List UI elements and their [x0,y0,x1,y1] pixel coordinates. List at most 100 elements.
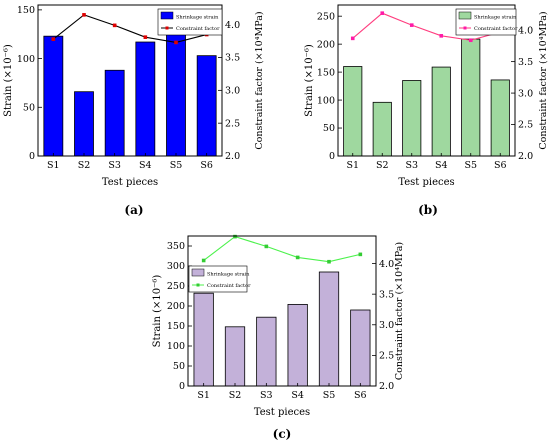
point-a-S3 [112,23,117,28]
ytick-label-c-250: 250 [167,281,185,292]
point-b-S4 [439,34,444,38]
y2tick-label-c-4: 4.0 [379,259,394,270]
ytick-label-a-100: 100 [17,54,35,65]
y2-axis-label-c: Constraint factor (×10⁴MPa) [394,242,405,380]
xtick-label-a-S5: S5 [170,160,183,171]
xtick-label-c-S5: S5 [323,390,336,401]
y2tick-label-c-3.5: 3.5 [379,289,394,300]
ytick-label-c-200: 200 [167,301,185,312]
ytick-label-b-150: 150 [317,67,335,78]
y2-axis-label-a: Constraint factor (×10⁴MPa) [254,11,265,149]
point-a-S5 [174,40,178,45]
xtick-label-c-S3: S3 [260,390,273,401]
xtick-label-b-S5: S5 [464,160,477,171]
legend-marker-b-constraint-factor [463,26,467,30]
point-b-S2 [380,11,385,15]
bar-b-S3 [402,80,422,157]
panel-label-a: (a) [124,203,143,217]
y2tick-label-b-2.5: 2.5 [518,120,533,131]
point-a-S1 [51,37,56,41]
ytick-label-c-300: 300 [167,261,185,272]
y2tick-label-a-2.5: 2.5 [225,118,240,129]
bar-b-S5 [461,38,481,157]
legend-label-c-shrinkage-strain: Shrinkage strain [207,272,250,278]
ytick-label-c-50: 50 [173,361,185,372]
legend-label-b-shrinkage-strain: Shrinkage strain [474,15,517,21]
legend-label-c-constraint-factor: Constraint factor [207,283,251,289]
chart-panel-c: 0 50 100 150 200 250 300 350 2.0 2.5 3.0 3.5 4.0 S1 S2… [152,234,405,441]
legend-label-a-shrinkage-strain: Shrinkage strain [176,15,219,21]
ytick-label-c-350: 350 [167,241,185,252]
x-axis-label-a: Test pieces [102,177,158,188]
xtick-label-b-S1: S1 [346,160,359,171]
series-line-a-constraint-factor [52,14,207,43]
ytick-label-c-150: 150 [167,321,185,332]
point-c-S6 [358,252,363,257]
point-b-S1 [350,36,355,41]
series-line-b-constraint-factor [352,12,501,41]
bar-b-S1 [343,66,363,157]
point-c-S3 [264,244,269,249]
x-axis-label-b: Test pieces [398,177,454,188]
bar-c-S2 [224,326,246,387]
panel-label-c: (c) [273,427,292,441]
chart-panel-a: 0 50 100 150 2.0 2.5 3.0 3.5 4.0 S1 S2 S3 S4 S5 S6 Test… [3,4,265,217]
bar-b-S2 [372,101,392,157]
ytick-label-b-200: 200 [317,39,335,50]
bar-a-S6 [196,55,217,157]
panel-label-b: (b) [418,203,438,217]
bar-c-S6 [350,309,371,387]
legend-marker-a-constraint-factor [165,26,169,30]
xtick-label-c-S6: S6 [354,390,367,401]
ytick-label-b-250: 250 [317,11,335,22]
y-axis-label-c: Strain (×10⁻⁶) [152,275,163,348]
y2tick-label-a-3.5: 3.5 [225,53,240,64]
bar-c-S1 [193,292,214,387]
bar-c-S4 [287,303,308,387]
bar-a-S2 [74,91,94,157]
xtick-label-a-S1: S1 [47,160,60,171]
ytick-label-b-0: 0 [329,151,335,162]
point-c-S2 [233,234,237,239]
y2tick-label-a-3: 3.0 [225,86,240,97]
y2tick-label-c-2: 2.0 [379,381,394,392]
series-line-c-constraint-factor [203,236,361,263]
point-c-S1 [201,258,206,263]
plot-frame-c [187,235,377,387]
y2-axis-label-b: Constraint factor (×10⁴MPa) [538,11,549,149]
xtick-label-a-S2: S2 [78,160,91,171]
ytick-label-c-100: 100 [167,341,185,352]
bar-b-S4 [431,66,451,157]
xtick-label-b-S4: S4 [435,160,448,171]
bar-a-S1 [43,35,64,157]
xtick-label-c-S1: S1 [197,390,210,401]
y2tick-label-c-2.5: 2.5 [379,351,394,362]
y-axis-label-a: Strain (×10⁻⁶) [3,44,14,117]
xtick-label-a-S3: S3 [108,160,121,171]
x-axis-label-c: Test pieces [254,407,310,418]
bar-c-S3 [256,316,277,387]
legend-swatch-b-shrinkage-strain [458,11,472,20]
ytick-label-c-0: 0 [179,381,185,392]
xtick-label-a-S4: S4 [139,160,152,171]
ytick-label-a-50: 50 [23,102,35,113]
point-a-S4 [143,35,148,39]
legend-swatch-c-shrinkage-strain [191,268,205,277]
xtick-label-b-S3: S3 [405,160,418,171]
y2tick-label-b-3: 3.0 [518,88,533,99]
xtick-label-a-S6: S6 [200,160,213,171]
plot-frame-a [37,4,223,157]
y2tick-label-a-2: 2.0 [225,151,240,162]
ytick-label-a-150: 150 [17,5,35,16]
bar-c-S5 [318,271,340,387]
legend-label-a-constraint-factor: Constraint factor [176,26,220,32]
bar-b-S6 [490,79,510,157]
point-b-S5 [468,38,473,43]
y2tick-label-c-3: 3.0 [379,320,394,331]
y2tick-label-b-2: 2.0 [518,151,533,162]
ytick-label-b-50: 50 [323,123,335,134]
xtick-label-b-S6: S6 [494,160,507,171]
point-a-S2 [82,13,86,17]
y2tick-label-b-4: 4.0 [518,25,533,36]
bar-a-S3 [104,69,125,157]
